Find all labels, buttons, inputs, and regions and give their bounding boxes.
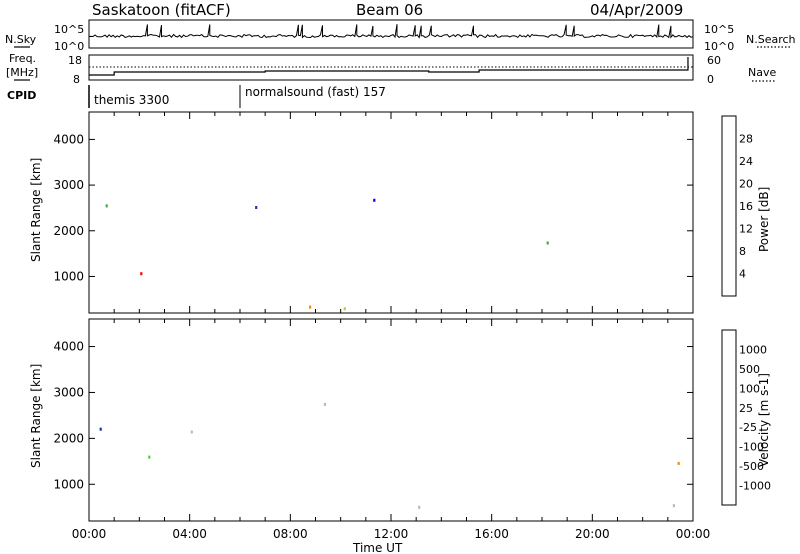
cpid-normalsound: normalsound (fast) 157 (245, 85, 386, 99)
nsky-line (88, 24, 694, 39)
xtick-label: 20:00 (575, 527, 610, 541)
range-cell (148, 455, 151, 459)
range-cell (190, 430, 193, 434)
nave-tick-top: 60 (707, 54, 721, 67)
station-title: Saskatoon (fitACF) (92, 1, 231, 19)
range-cell (677, 461, 680, 465)
range-cell (99, 427, 102, 431)
xtick-label: 00:00 (676, 527, 711, 541)
colorbar-tick: 500 (739, 363, 760, 376)
freq-tick-top: 18 (68, 54, 82, 67)
freq-tick-bottom: 8 (73, 73, 80, 86)
colorbar-frame (721, 329, 737, 506)
date-title: 04/Apr/2009 (590, 1, 683, 19)
velocity-panel-frame (88, 318, 694, 522)
xtick-label: 00:00 (72, 527, 107, 541)
range-cell (323, 402, 326, 406)
nave-label: Nave (748, 66, 776, 79)
freq-trace (89, 57, 693, 76)
beam-title: Beam 06 (356, 1, 423, 19)
xtick-label: 04:00 (172, 527, 207, 541)
nsky-tick-right-top: 10^5 (704, 23, 734, 36)
range-cell (672, 504, 675, 508)
nave-tick-bottom: 0 (707, 73, 714, 86)
range-cell (309, 305, 312, 309)
velocity-colorbar: 1000 500 100 25 -25 -100 -500 -1000 (721, 329, 771, 506)
nsky-tick-right-bottom: 10^0 (704, 40, 734, 53)
range-cell (343, 307, 346, 311)
power-ylabel: Slant Range [km] (29, 158, 43, 262)
nsky-panel-frame (88, 19, 694, 49)
colorbar-tick: 25 (739, 402, 753, 415)
cpid-themis: themis 3300 (94, 93, 169, 107)
colorbar-tick: -25 (739, 421, 757, 434)
nsky-tick-left-top: 10^5 (54, 23, 84, 36)
colorbar-frame (721, 115, 737, 297)
power-axes: 1000 2000 3000 4000 (53, 112, 694, 313)
xtick-label: 12:00 (374, 527, 409, 541)
xtick-label: 08:00 (273, 527, 308, 541)
colorbar-tick: 28 (739, 133, 753, 146)
velocity-data-field (99, 402, 680, 509)
power-colorbar: 28 24 20 16 12 8 4 (721, 115, 753, 297)
velocity-colorbar-label: Velocity [m s-1] (757, 373, 771, 467)
ytick-label: 4000 (53, 340, 84, 354)
colorbar-tick: -500 (739, 460, 764, 473)
colorbar-tick: 8 (739, 245, 746, 258)
colorbar-tick: -1000 (739, 480, 771, 493)
time-axis-label: Time UT (352, 541, 403, 554)
nsky-label: N.Sky (5, 33, 37, 46)
ytick-label: 1000 (53, 269, 84, 283)
freq-label: Freq. (9, 52, 36, 65)
colorbar-tick: 12 (739, 223, 753, 236)
cpid-label: CPID (7, 89, 36, 102)
range-cell (418, 505, 421, 509)
velocity-ylabel: Slant Range [km] (29, 364, 43, 468)
range-cell (373, 198, 376, 202)
colorbar-tick: 4 (739, 268, 746, 281)
power-data-field (105, 198, 549, 311)
xtick-label: 16:00 (474, 527, 509, 541)
colorbar-tick: 24 (739, 155, 753, 168)
nsky-tick-left-bottom: 10^0 (54, 40, 84, 53)
velocity-axes: 1000 2000 3000 4000 (53, 319, 694, 521)
ytick-label: 1000 (53, 477, 84, 491)
nsky-trace (88, 24, 694, 39)
range-cell (546, 241, 549, 245)
ytick-label: 3000 (53, 178, 84, 192)
colorbar-tick: -100 (739, 441, 764, 454)
ytick-label: 4000 (53, 132, 84, 146)
colorbar-tick: 20 (739, 178, 753, 191)
range-cell (140, 272, 143, 276)
colorbar-tick: 100 (739, 382, 760, 395)
ytick-label: 2000 (53, 431, 84, 445)
freq-line (89, 57, 689, 76)
ytick-label: 3000 (53, 385, 84, 399)
mhz-label: [MHz] (6, 66, 38, 79)
nsearch-label: N.Search (746, 33, 796, 46)
colorbar-tick: 1000 (739, 343, 767, 356)
range-cell (105, 204, 108, 208)
time-axis: 00:00 04:00 08:00 12:00 16:00 20:00 00:00 (72, 527, 711, 541)
colorbar-tick: 16 (739, 200, 753, 213)
ytick-label: 2000 (53, 224, 84, 238)
power-panel-frame (88, 111, 694, 314)
range-cell (255, 206, 258, 209)
power-colorbar-label: Power [dB] (757, 187, 771, 252)
